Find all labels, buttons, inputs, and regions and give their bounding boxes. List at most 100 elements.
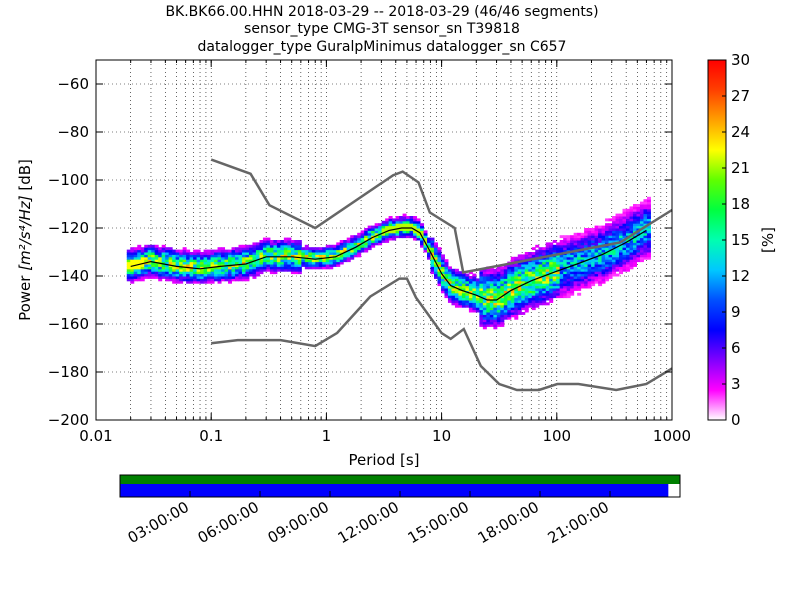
heatmap-cell xyxy=(594,235,599,239)
heatmap-cell xyxy=(207,264,212,267)
heatmap-cell xyxy=(619,225,624,229)
heatmap-cell xyxy=(133,266,138,270)
heatmap-cell xyxy=(510,295,515,299)
heatmap-cell xyxy=(458,295,463,299)
heatmap-cell xyxy=(196,254,201,258)
heatmap-cell xyxy=(140,266,145,270)
heatmap-cell xyxy=(622,264,627,267)
heatmap-cell xyxy=(297,240,302,243)
heatmap-cell xyxy=(472,302,477,306)
heatmap-cell xyxy=(423,230,428,234)
heatmap-cell xyxy=(406,218,411,222)
heatmap-cell xyxy=(203,259,208,263)
heatmap-cell xyxy=(350,254,355,258)
heatmap-cell xyxy=(297,259,302,263)
heatmap-cell xyxy=(524,304,529,308)
heatmap-cell xyxy=(144,266,149,270)
heatmap-cell xyxy=(521,254,526,258)
heatmap-cell xyxy=(241,249,246,253)
heatmap-cell xyxy=(528,285,533,289)
heatmap-cell xyxy=(531,271,536,275)
heatmap-cell xyxy=(626,259,631,263)
heatmap-cell xyxy=(241,273,246,277)
heatmap-cell xyxy=(329,259,334,263)
heatmap-cell xyxy=(500,271,505,275)
heatmap-cell xyxy=(409,235,414,239)
heatmap-cell xyxy=(360,247,365,251)
mean-curve xyxy=(130,227,647,301)
heatmap-cell xyxy=(619,223,624,227)
heatmap-cell xyxy=(535,244,540,248)
heatmap-cell xyxy=(203,276,208,279)
heatmap-cell xyxy=(608,230,613,234)
heatmap-cell xyxy=(378,235,383,239)
heatmap-cell xyxy=(594,273,599,277)
heatmap-cell xyxy=(496,302,501,306)
heatmap-cell xyxy=(507,314,512,318)
heatmap-cell xyxy=(235,252,239,255)
heatmap-cell xyxy=(221,261,226,265)
heatmap-cell xyxy=(346,242,351,246)
heatmap-cell xyxy=(636,225,641,229)
heatmap-cell xyxy=(413,220,418,224)
heatmap-cell xyxy=(643,256,648,260)
heatmap-cell xyxy=(573,232,578,236)
heatmap-cell xyxy=(440,268,445,272)
heatmap-cell xyxy=(538,292,543,296)
heatmap-cell xyxy=(395,220,400,224)
heatmap-cell xyxy=(639,259,644,263)
heatmap-cell xyxy=(287,252,292,255)
heatmap-cell xyxy=(374,223,379,227)
heatmap-cell xyxy=(510,278,515,282)
heatmap-cell xyxy=(287,254,292,258)
heatmap-cell xyxy=(371,244,376,248)
heatmap-cell xyxy=(549,292,554,296)
heatmap-cell xyxy=(165,278,170,282)
heatmap-cell xyxy=(175,261,180,265)
heatmap-cell xyxy=(406,225,411,229)
heatmap-cell xyxy=(636,247,641,251)
heatmap-cell xyxy=(259,266,264,270)
heatmap-cell xyxy=(245,256,250,260)
heatmap-cell xyxy=(507,264,512,267)
heatmap-cell xyxy=(566,278,571,282)
heatmap-cell xyxy=(395,230,400,234)
heatmap-cell xyxy=(273,261,278,265)
heatmap-cell xyxy=(133,254,138,258)
heatmap-cell xyxy=(605,264,610,267)
heatmap-cell xyxy=(570,252,575,255)
heatmap-cell xyxy=(248,259,253,263)
heatmap-cell xyxy=(608,232,613,236)
heatmap-cell xyxy=(255,242,260,246)
heatmap-cell xyxy=(158,276,163,279)
heatmap-cell xyxy=(399,230,404,234)
heatmap-cell xyxy=(228,278,233,282)
heatmap-cell xyxy=(437,256,442,260)
heatmap-cell xyxy=(486,285,491,289)
heatmap-cell xyxy=(594,242,599,246)
heatmap-cell xyxy=(241,268,246,272)
heatmap-cell xyxy=(454,271,459,275)
heatmap-cell xyxy=(552,268,557,272)
heatmap-cell xyxy=(238,261,243,265)
heatmap-cell xyxy=(496,295,501,299)
heatmap-cell xyxy=(535,271,540,275)
heatmap-cell xyxy=(336,259,341,263)
heatmap-cell xyxy=(619,242,624,246)
heatmap-cell xyxy=(601,228,606,231)
heatmap-cell xyxy=(646,237,651,241)
heatmap-cell xyxy=(161,254,166,258)
heatmap-cell xyxy=(559,247,564,251)
heatmap-cell xyxy=(406,223,411,227)
heatmap-cell xyxy=(570,278,575,282)
heatmap-cell xyxy=(217,264,222,267)
heatmap-cell xyxy=(161,264,166,267)
heatmap-cell xyxy=(528,278,533,282)
heatmap-cell xyxy=(346,252,351,255)
heatmap-cell xyxy=(378,225,383,229)
heatmap-cell xyxy=(577,232,582,236)
heatmap-cell xyxy=(168,252,173,255)
plot-grid xyxy=(96,60,672,421)
heatmap-cell xyxy=(332,247,337,251)
heatmap-cell xyxy=(311,254,316,258)
